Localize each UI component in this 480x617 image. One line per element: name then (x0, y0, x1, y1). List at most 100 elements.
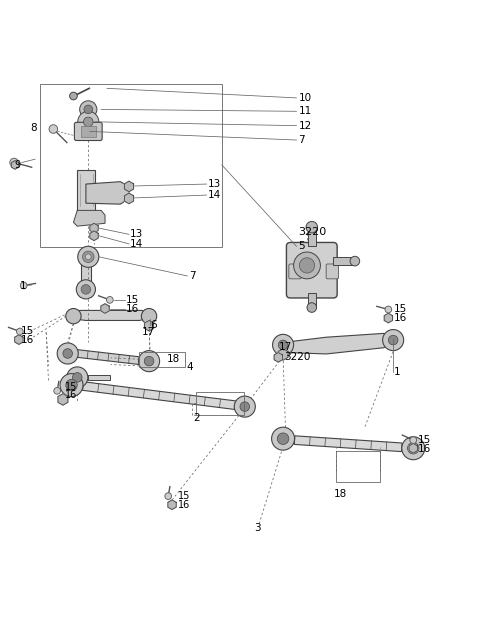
Text: 17: 17 (142, 328, 155, 337)
Polygon shape (384, 313, 393, 323)
Circle shape (66, 308, 81, 324)
Text: 7: 7 (299, 135, 305, 145)
Circle shape (383, 329, 404, 350)
Circle shape (306, 222, 318, 233)
Text: 4: 4 (186, 362, 193, 372)
FancyBboxPatch shape (74, 122, 102, 141)
Circle shape (234, 396, 255, 417)
Circle shape (80, 101, 97, 118)
Polygon shape (73, 310, 150, 320)
FancyBboxPatch shape (289, 264, 301, 279)
Text: 10: 10 (299, 93, 312, 103)
Polygon shape (144, 320, 154, 331)
Circle shape (142, 308, 157, 324)
Bar (196, 392, 244, 415)
Circle shape (83, 251, 94, 263)
Polygon shape (58, 394, 68, 405)
Circle shape (272, 427, 295, 450)
Circle shape (278, 340, 288, 350)
Polygon shape (278, 349, 288, 360)
Circle shape (54, 387, 60, 394)
Circle shape (72, 373, 82, 382)
Text: 1: 1 (20, 281, 26, 291)
Text: 1: 1 (394, 366, 401, 376)
Polygon shape (90, 231, 98, 241)
Circle shape (60, 373, 83, 397)
Polygon shape (73, 210, 105, 226)
Circle shape (165, 493, 171, 500)
Circle shape (67, 367, 88, 388)
Circle shape (57, 343, 78, 364)
Text: 8: 8 (30, 123, 37, 133)
Circle shape (144, 357, 154, 366)
Text: 14: 14 (207, 190, 221, 200)
Text: 16: 16 (65, 390, 78, 400)
Polygon shape (124, 193, 133, 204)
Circle shape (408, 442, 419, 454)
Text: 3: 3 (254, 523, 261, 532)
Polygon shape (15, 335, 23, 344)
Polygon shape (77, 350, 140, 365)
Circle shape (16, 328, 23, 335)
Circle shape (307, 303, 317, 312)
Text: 15: 15 (126, 295, 139, 305)
Polygon shape (81, 260, 91, 286)
Bar (308, 227, 316, 246)
Bar (81, 126, 96, 137)
Bar (336, 450, 380, 482)
Circle shape (49, 125, 58, 133)
Text: 14: 14 (130, 239, 143, 249)
Text: 3220: 3220 (299, 227, 327, 237)
Circle shape (84, 105, 93, 114)
Polygon shape (12, 160, 19, 169)
Text: 11: 11 (299, 106, 312, 117)
Circle shape (84, 117, 93, 126)
Text: 13: 13 (207, 179, 221, 189)
Text: 17: 17 (279, 342, 292, 352)
Circle shape (294, 252, 321, 279)
Bar (140, 352, 185, 367)
Text: 13: 13 (130, 230, 143, 239)
Circle shape (402, 437, 425, 460)
Bar (40, 83, 222, 247)
Text: 16: 16 (126, 304, 139, 313)
Circle shape (388, 335, 398, 345)
Text: 9: 9 (14, 160, 20, 170)
Text: 2: 2 (193, 413, 200, 423)
Text: 6: 6 (150, 320, 156, 330)
Circle shape (78, 246, 99, 267)
Circle shape (85, 254, 91, 260)
Polygon shape (86, 181, 129, 204)
Text: 5: 5 (299, 241, 305, 251)
Text: 18: 18 (167, 354, 180, 364)
Polygon shape (77, 170, 95, 213)
Text: 15: 15 (178, 491, 190, 501)
Text: 7: 7 (189, 271, 195, 281)
Circle shape (240, 402, 250, 412)
Circle shape (410, 437, 417, 444)
Polygon shape (88, 375, 110, 380)
Polygon shape (294, 436, 402, 452)
Bar (333, 257, 355, 265)
Circle shape (63, 349, 72, 358)
Circle shape (273, 334, 294, 355)
Text: 15: 15 (418, 435, 432, 445)
Bar (308, 293, 316, 307)
Circle shape (277, 433, 289, 444)
Text: 12: 12 (299, 121, 312, 131)
Polygon shape (168, 500, 176, 510)
FancyBboxPatch shape (326, 264, 338, 279)
Text: 16: 16 (178, 500, 190, 510)
Polygon shape (124, 181, 133, 192)
Polygon shape (274, 352, 282, 362)
Circle shape (107, 297, 113, 303)
Polygon shape (90, 223, 98, 233)
Text: 15: 15 (65, 381, 78, 392)
Text: 18: 18 (334, 489, 347, 499)
Circle shape (10, 158, 18, 167)
Text: 16: 16 (394, 313, 408, 323)
Text: 16: 16 (21, 334, 34, 345)
Polygon shape (101, 304, 109, 313)
Circle shape (76, 280, 96, 299)
Circle shape (20, 282, 27, 289)
